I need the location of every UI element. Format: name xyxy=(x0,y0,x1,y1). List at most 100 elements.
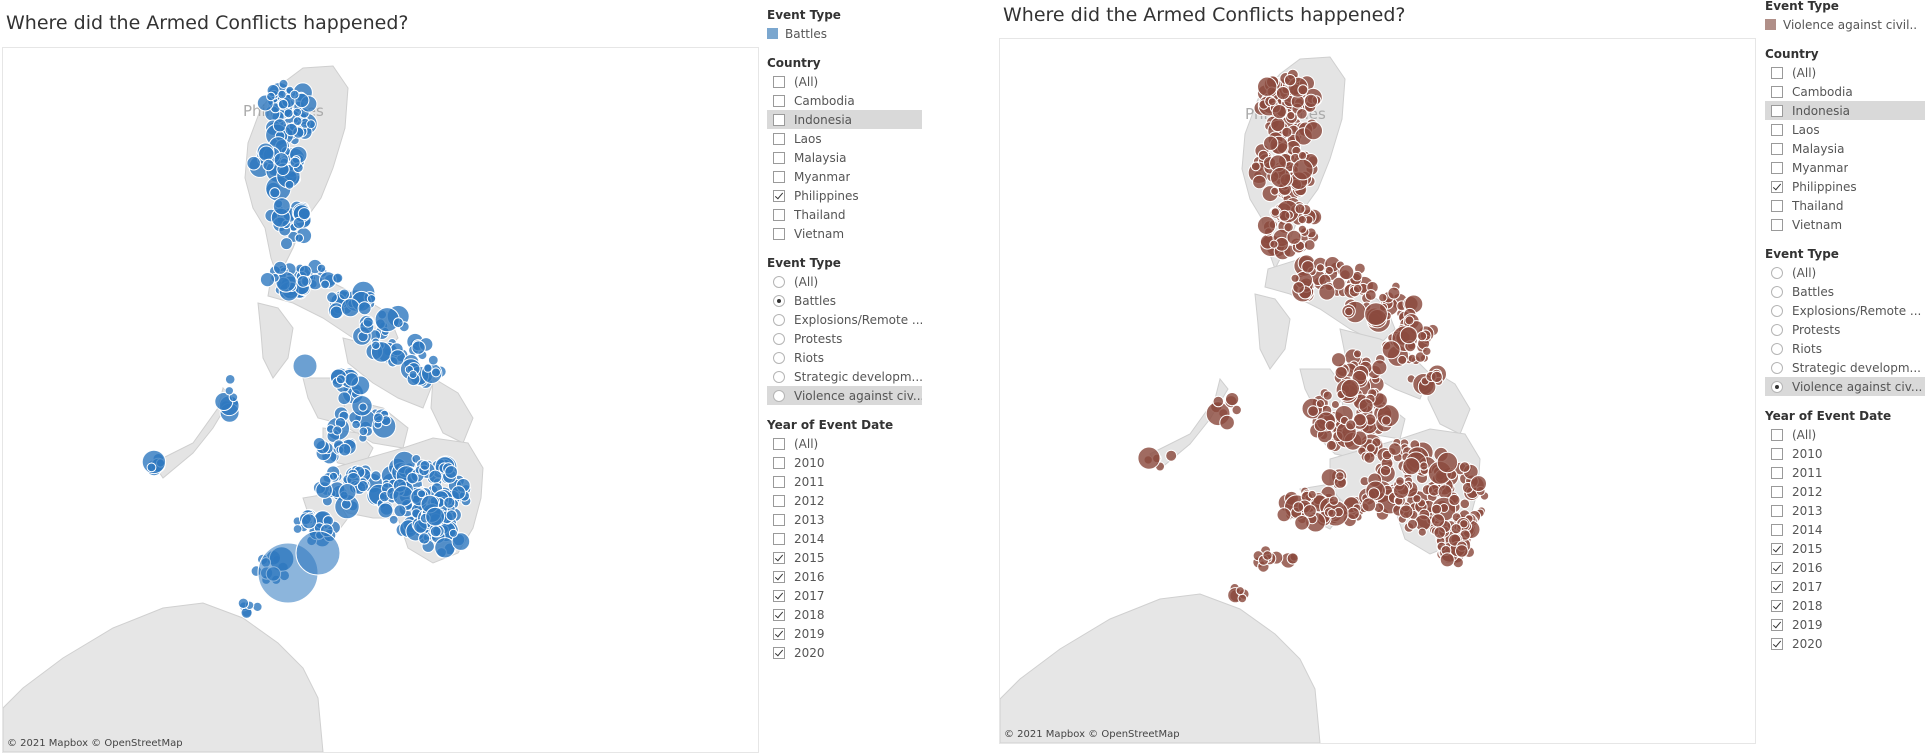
checkbox[interactable] xyxy=(773,589,785,602)
checkbox[interactable] xyxy=(773,608,785,621)
checkbox[interactable] xyxy=(1771,161,1783,174)
checkbox[interactable] xyxy=(773,456,785,469)
checkbox[interactable] xyxy=(773,132,785,145)
legend-item[interactable]: Battles xyxy=(767,24,922,43)
country-option[interactable]: Myanmar xyxy=(767,167,922,186)
radio-button[interactable] xyxy=(773,389,785,402)
checkbox[interactable] xyxy=(1771,123,1783,136)
checkbox[interactable] xyxy=(773,627,785,640)
event-type-option[interactable]: Explosions/Remote ... xyxy=(767,310,922,329)
checkbox[interactable] xyxy=(1771,580,1783,593)
radio-button[interactable] xyxy=(1771,285,1783,298)
radio-button[interactable] xyxy=(1771,342,1783,355)
checkbox[interactable] xyxy=(773,227,785,240)
event-type-option[interactable]: Strategic developm... xyxy=(1765,358,1925,377)
event-type-option[interactable]: Battles xyxy=(767,291,922,310)
checkbox[interactable] xyxy=(773,570,785,583)
year-option[interactable]: 2015 xyxy=(767,548,922,567)
event-type-option[interactable]: Violence against civ... xyxy=(767,386,922,405)
year-option[interactable]: 2019 xyxy=(1765,615,1925,634)
checkbox[interactable] xyxy=(1771,599,1783,612)
country-option[interactable]: Indonesia xyxy=(767,110,922,129)
year-option[interactable]: 2014 xyxy=(767,529,922,548)
country-option[interactable]: Philippines xyxy=(1765,177,1925,196)
checkbox[interactable] xyxy=(1771,104,1783,117)
radio-button[interactable] xyxy=(1771,323,1783,336)
radio-button[interactable] xyxy=(773,313,785,326)
event-type-option[interactable]: Explosions/Remote ... xyxy=(1765,301,1925,320)
checkbox[interactable] xyxy=(773,208,785,221)
country-option[interactable]: Philippines xyxy=(767,186,922,205)
year-option[interactable]: 2010 xyxy=(1765,444,1925,463)
checkbox[interactable] xyxy=(773,94,785,107)
checkbox[interactable] xyxy=(773,75,785,88)
country-option[interactable]: (All) xyxy=(1765,63,1925,82)
event-type-option[interactable]: (All) xyxy=(767,272,922,291)
radio-button[interactable] xyxy=(773,351,785,364)
year-option[interactable]: 2020 xyxy=(767,643,922,662)
year-option[interactable]: 2018 xyxy=(1765,596,1925,615)
radio-button[interactable] xyxy=(773,332,785,345)
radio-button[interactable] xyxy=(773,370,785,383)
checkbox[interactable] xyxy=(1771,542,1783,555)
checkbox[interactable] xyxy=(773,513,785,526)
checkbox[interactable] xyxy=(1771,142,1783,155)
checkbox[interactable] xyxy=(773,494,785,507)
checkbox[interactable] xyxy=(1771,504,1783,517)
year-option[interactable]: 2017 xyxy=(1765,577,1925,596)
radio-button[interactable] xyxy=(1771,361,1783,374)
philippines-map[interactable]: Philippines xyxy=(3,48,758,752)
year-option[interactable]: (All) xyxy=(1765,425,1925,444)
checkbox[interactable] xyxy=(1771,199,1783,212)
year-option[interactable]: 2011 xyxy=(767,472,922,491)
event-type-option[interactable]: (All) xyxy=(1765,263,1925,282)
year-option[interactable]: 2012 xyxy=(1765,482,1925,501)
country-option[interactable]: Laos xyxy=(1765,120,1925,139)
checkbox[interactable] xyxy=(1771,466,1783,479)
country-option[interactable]: Indonesia xyxy=(1765,101,1925,120)
year-option[interactable]: 2015 xyxy=(1765,539,1925,558)
country-option[interactable]: Cambodia xyxy=(767,91,922,110)
radio-button[interactable] xyxy=(773,294,785,307)
checkbox[interactable] xyxy=(1771,523,1783,536)
country-option[interactable]: Thailand xyxy=(1765,196,1925,215)
country-option[interactable]: Thailand xyxy=(767,205,922,224)
country-option[interactable]: Malaysia xyxy=(767,148,922,167)
checkbox[interactable] xyxy=(773,532,785,545)
year-option[interactable]: 2017 xyxy=(767,586,922,605)
country-option[interactable]: Vietnam xyxy=(767,224,922,243)
year-option[interactable]: (All) xyxy=(767,434,922,453)
year-option[interactable]: 2020 xyxy=(1765,634,1925,653)
country-option[interactable]: Cambodia xyxy=(1765,82,1925,101)
checkbox[interactable] xyxy=(1771,561,1783,574)
checkbox[interactable] xyxy=(773,551,785,564)
event-type-option[interactable]: Battles xyxy=(1765,282,1925,301)
checkbox[interactable] xyxy=(1771,485,1783,498)
year-option[interactable]: 2016 xyxy=(767,567,922,586)
event-type-option[interactable]: Strategic developm... xyxy=(767,367,922,386)
checkbox[interactable] xyxy=(1771,218,1783,231)
year-option[interactable]: 2013 xyxy=(767,510,922,529)
year-option[interactable]: 2011 xyxy=(1765,463,1925,482)
country-option[interactable]: Myanmar xyxy=(1765,158,1925,177)
checkbox[interactable] xyxy=(773,437,785,450)
map-view[interactable]: Philippines © 2021 Mapbox © OpenStreetMa… xyxy=(2,47,759,753)
year-option[interactable]: 2014 xyxy=(1765,520,1925,539)
year-option[interactable]: 2013 xyxy=(1765,501,1925,520)
checkbox[interactable] xyxy=(773,170,785,183)
radio-button[interactable] xyxy=(773,275,785,288)
checkbox[interactable] xyxy=(1771,637,1783,650)
year-option[interactable]: 2010 xyxy=(767,453,922,472)
checkbox[interactable] xyxy=(1771,447,1783,460)
country-option[interactable]: Vietnam xyxy=(1765,215,1925,234)
year-option[interactable]: 2016 xyxy=(1765,558,1925,577)
map-view[interactable]: Philippines © 2021 Mapbox © OpenStreetMa… xyxy=(999,38,1756,744)
event-type-option[interactable]: Violence against civ... xyxy=(1765,377,1925,396)
checkbox[interactable] xyxy=(1771,66,1783,79)
checkbox[interactable] xyxy=(773,189,785,202)
checkbox[interactable] xyxy=(773,646,785,659)
year-option[interactable]: 2012 xyxy=(767,491,922,510)
radio-button[interactable] xyxy=(1771,380,1783,393)
event-type-option[interactable]: Protests xyxy=(1765,320,1925,339)
checkbox[interactable] xyxy=(1771,428,1783,441)
